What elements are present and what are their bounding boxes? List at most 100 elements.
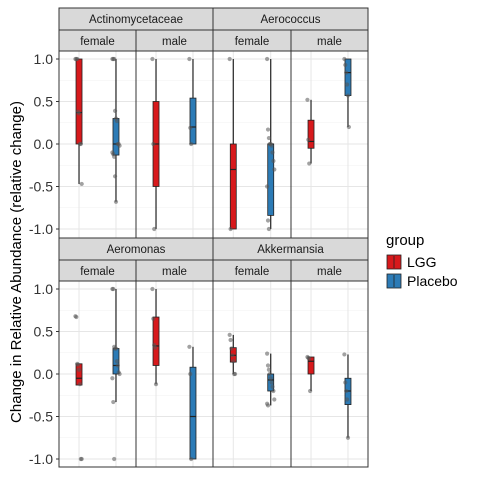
data-point: [345, 435, 351, 440]
data-point: [189, 141, 194, 147]
box-placebo: [110, 286, 122, 462]
sex-strip-label: male: [162, 266, 187, 278]
data-point: [228, 337, 233, 343]
y-tick-label: 0.5: [34, 94, 54, 110]
data-point: [272, 397, 277, 402]
data-point: [307, 356, 312, 361]
y-tick-label: -1.0: [29, 221, 53, 237]
facet-actinomycetaceae: Actinomycetaceae female male -1.0 -0.5 0.0 0.5…: [29, 7, 214, 240]
data-point: [271, 158, 276, 164]
box-placebo: [342, 56, 352, 130]
sex-strip-label: male: [317, 266, 342, 278]
y-tick-label: -0.5: [29, 179, 53, 195]
panel-female: female: [58, 259, 137, 468]
sex-strip-label: female: [80, 36, 115, 48]
data-point: [265, 127, 271, 132]
data-point: [151, 141, 156, 147]
data-point: [345, 93, 351, 98]
panel-female: female: [212, 29, 292, 240]
panel-female: female: [212, 259, 292, 468]
data-point: [112, 456, 117, 462]
data-point: [270, 150, 275, 155]
data-point: [112, 154, 117, 159]
data-point: [227, 56, 232, 62]
data-point: [346, 124, 351, 130]
legend-label: LGG: [407, 254, 437, 270]
data-point: [79, 181, 84, 187]
data-point: [269, 143, 274, 148]
box-body: [75, 58, 83, 145]
panel-background: [213, 51, 291, 239]
data-point: [265, 184, 270, 189]
panel-background: [59, 51, 136, 239]
data-point: [266, 226, 272, 232]
data-point: [150, 56, 155, 62]
data-point: [344, 70, 349, 75]
data-point: [115, 363, 120, 368]
genus-strip-label: Aeromonas: [107, 244, 166, 256]
box-lgg: [227, 56, 237, 232]
data-point: [342, 352, 347, 357]
data-point: [232, 371, 238, 377]
data-point: [265, 403, 271, 408]
data-point: [267, 371, 272, 377]
data-point: [187, 344, 192, 349]
data-point: [227, 332, 232, 337]
box-lgg: [150, 56, 160, 232]
data-point: [114, 118, 119, 124]
legend-title: group: [386, 232, 424, 249]
panel-male: male: [135, 29, 214, 240]
box-placebo: [265, 351, 277, 408]
box-placebo: [187, 344, 197, 462]
data-point: [272, 167, 277, 172]
box-lgg: [305, 354, 315, 394]
box-body: [189, 97, 197, 145]
data-point: [187, 56, 192, 62]
data-point: [110, 376, 115, 381]
legend: group LGG Placebo: [386, 232, 458, 289]
data-point: [265, 56, 270, 62]
data-point: [117, 371, 122, 377]
genus-strip-label: Aerococcus: [260, 14, 320, 26]
data-point: [307, 161, 312, 166]
data-point: [150, 286, 155, 292]
data-point: [111, 399, 116, 405]
data-point: [269, 380, 274, 385]
y-tick-label: 1.0: [34, 281, 54, 297]
box-body: [189, 366, 197, 460]
data-point: [228, 226, 233, 232]
data-point: [344, 82, 350, 87]
data-point: [229, 346, 234, 351]
y-axis-label: Change in Relative Abundance (relative c…: [8, 101, 25, 423]
data-point: [188, 125, 193, 130]
data-point: [79, 456, 84, 462]
data-point: [266, 135, 272, 141]
panel-male: male: [135, 259, 214, 468]
data-point: [111, 286, 116, 292]
box-body: [75, 363, 83, 386]
data-point: [344, 397, 350, 402]
sex-strip-label: female: [235, 36, 270, 48]
y-tick-label: -1.0: [29, 451, 53, 467]
box-body: [307, 356, 315, 375]
data-point: [265, 351, 270, 356]
data-point: [112, 174, 118, 179]
legend-entry-placebo: Placebo: [386, 273, 458, 289]
box-lgg: [150, 286, 160, 387]
panel-female: female: [58, 29, 137, 240]
data-point: [305, 97, 310, 102]
data-point: [78, 141, 83, 147]
data-point: [344, 388, 349, 394]
legend-entry-lgg: LGG: [386, 254, 437, 270]
data-point: [113, 199, 119, 204]
data-point: [76, 362, 81, 367]
panel-background: [291, 51, 368, 239]
data-point: [117, 143, 122, 148]
panel-male: male: [290, 259, 369, 468]
box-placebo: [187, 56, 197, 147]
box-placebo: [342, 352, 352, 440]
box-lgg: [227, 332, 238, 377]
data-point: [153, 382, 159, 387]
data-point: [343, 62, 348, 68]
